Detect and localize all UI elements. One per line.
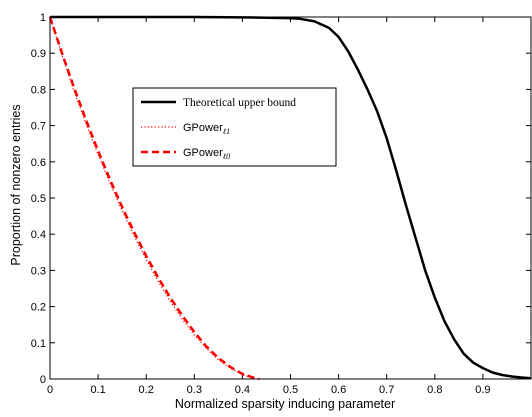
y-tick-label: 0.7	[31, 121, 46, 133]
legend-label-gpower-l1: GPowerℓ1	[183, 122, 230, 136]
ticks-layer: 0 0.1 0.2 0.3 0.4 0.5 0.6 0.7 0.8 0.9 0 0.1 0.2 0.3 0.…	[31, 12, 531, 396]
legend-label-theoretical-upper-bound: Theoretical upper bound	[183, 97, 296, 109]
y-tick-label: 0.6	[31, 157, 46, 169]
y-tick-label: 0	[40, 374, 46, 386]
y-tick-label: 0.5	[31, 193, 46, 205]
axes-border	[49, 16, 532, 380]
y-tick-label: 0.9	[31, 48, 46, 60]
x-tick-label: 0.8	[427, 384, 442, 396]
plot-background	[50, 17, 531, 379]
y-tick-label: 0.1	[31, 338, 46, 350]
series-line-gpower-l1	[49, 16, 258, 380]
x-tick-label: 0.6	[331, 384, 346, 396]
x-tick-label: 0.7	[379, 384, 394, 396]
y-tick-label: 0.2	[31, 302, 46, 314]
y-axis-label: Proportion of nonzero entries	[9, 104, 23, 265]
y-tick-label: 1	[40, 12, 46, 24]
legend-label-gpower-l0: GPowerℓ0	[183, 147, 230, 161]
x-tick-label: 0.3	[187, 384, 202, 396]
legend-label-gpower-l0-text: GPower	[183, 147, 223, 159]
x-axis-label: Normalized sparsity inducing parameter	[175, 397, 395, 411]
series-line-gpower-l0	[48, 16, 260, 381]
legend: Theoretical upper bound GPowerℓ1 GPowerℓ…	[132, 87, 337, 167]
legend-label-gpower-l0-subscript: ℓ0	[223, 152, 230, 161]
series-line-theoretical-upper-bound	[50, 15, 532, 380]
y-tick-label: 0.4	[31, 229, 46, 241]
x-tick-label: 0.4	[235, 384, 250, 396]
axes-frame	[49, 16, 532, 380]
y-tick-label: 0.3	[31, 265, 46, 277]
legend-label-gpower-l1-text: GPower	[183, 122, 223, 134]
x-tick-label: 0.5	[283, 384, 298, 396]
y-tick-label: 0.8	[31, 84, 46, 96]
legend-label-gpower-l1-subscript: ℓ1	[223, 127, 230, 136]
x-tick-label: 0	[47, 384, 53, 396]
x-tick-label: 0.1	[90, 384, 105, 396]
plot-area	[50, 17, 531, 379]
series-layer	[48, 15, 532, 381]
x-tick-label: 0.2	[139, 384, 154, 396]
x-tick-label: 0.9	[475, 384, 490, 396]
